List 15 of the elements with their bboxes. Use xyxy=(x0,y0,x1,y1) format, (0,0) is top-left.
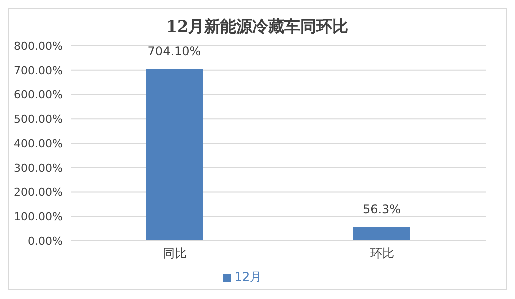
x-tick-label: 环比 xyxy=(370,246,394,261)
data-label: 704.10% xyxy=(148,44,202,58)
y-tick-label: 400.00% xyxy=(14,137,63,150)
y-tick-label: 600.00% xyxy=(14,88,63,102)
data-label: 56.3% xyxy=(362,202,402,216)
y-tick-label: 700.00% xyxy=(14,64,63,78)
y-tick-label: 100.00% xyxy=(14,210,63,224)
y-tick-label: 800.00% xyxy=(14,40,63,53)
y-tick-label: 200.00% xyxy=(14,186,63,200)
x-tick-label: 同比 xyxy=(162,246,187,261)
y-tick-label: 500.00% xyxy=(14,113,63,126)
y-tick-label: 0.00% xyxy=(28,234,63,248)
legend-label: 12月 xyxy=(234,270,262,284)
chart-title: 12月新能源冷藏车同环比 xyxy=(165,17,350,38)
y-tick-label: 300.00% xyxy=(14,162,63,175)
